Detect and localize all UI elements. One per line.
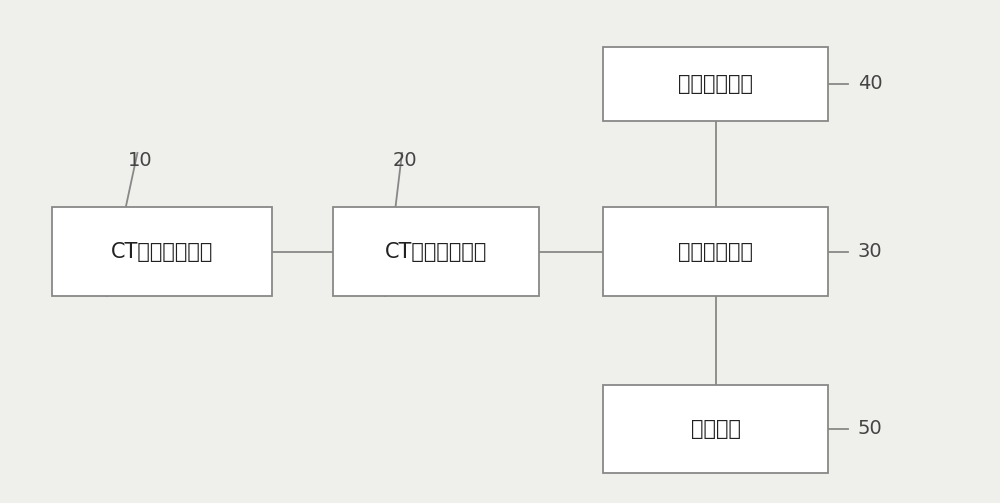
Text: 30: 30 — [858, 242, 882, 261]
Text: 40: 40 — [858, 74, 882, 94]
Text: 测量单元: 测量单元 — [691, 419, 741, 439]
Bar — [603, 207, 828, 296]
Text: 结节投影单元: 结节投影单元 — [678, 74, 753, 94]
Text: CT数据导入单元: CT数据导入单元 — [111, 241, 213, 262]
Text: 50: 50 — [858, 420, 882, 439]
Bar — [52, 207, 272, 296]
Bar — [333, 207, 539, 296]
Text: CT图像分割单元: CT图像分割单元 — [385, 241, 487, 262]
Bar — [603, 47, 828, 121]
Text: 三维建模单元: 三维建模单元 — [678, 241, 753, 262]
Text: 10: 10 — [128, 151, 152, 170]
Text: 20: 20 — [392, 151, 417, 170]
Bar — [603, 385, 828, 473]
